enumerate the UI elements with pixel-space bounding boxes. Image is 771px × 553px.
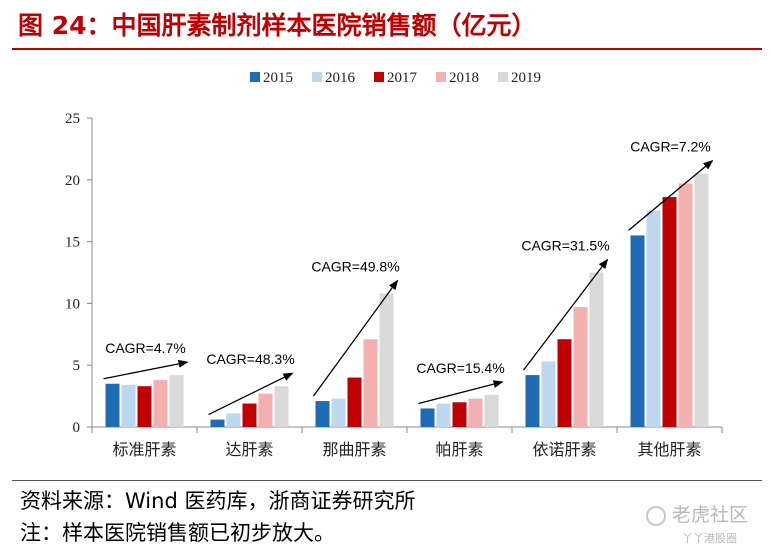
bar: [347, 377, 362, 427]
bar: [379, 293, 394, 427]
bar: [315, 401, 330, 427]
legend-swatch: [498, 72, 508, 82]
chart-axes: 0 5 10 15 20 25 标准肝素 达肝素 那曲肝素 帕肝素 依诺肝素 其他肝素: [65, 111, 723, 459]
cagr-arrow: [418, 380, 504, 405]
bar: [210, 419, 225, 427]
footnote: 注：样本医院销售额已初步放大。: [20, 521, 335, 545]
cagr-label: CAGR=7.2%: [630, 139, 711, 155]
legend-label: 2015: [263, 70, 293, 86]
legend-swatch: [436, 72, 446, 82]
bar: [137, 386, 152, 427]
chart-legend: 2015 2016 2017 2018 2019: [250, 70, 541, 86]
cagr-label: CAGR=4.7%: [105, 340, 186, 356]
legend-label: 2019: [511, 70, 541, 86]
bar: [557, 339, 572, 427]
bar: [646, 210, 661, 427]
bar: [226, 413, 241, 427]
bar: [105, 383, 120, 427]
bar: [121, 384, 136, 427]
bar: [541, 361, 556, 427]
bar: [589, 272, 604, 427]
legend-swatch: [312, 72, 322, 82]
x-tick-label: 其他肝素: [637, 440, 701, 459]
bar-chart: 2015 2016 2017 2018 2019 0 5 10 15 20 25 标准肝素 达肝素 那曲…: [65, 70, 723, 459]
cagr-arrow: [312, 279, 399, 397]
y-tick-label: 20: [65, 173, 80, 189]
y-tick-label: 15: [65, 235, 80, 251]
x-tick-label: 达肝素: [225, 440, 273, 459]
bar: [169, 375, 184, 427]
bar: [242, 403, 257, 427]
legend-label: 2016: [325, 70, 356, 86]
y-tick-label: 25: [65, 111, 80, 127]
cagr-arrow: [208, 372, 294, 416]
bar: [662, 197, 677, 427]
bar: [468, 398, 483, 427]
bar: [258, 393, 273, 427]
bar: [525, 375, 540, 427]
chart-title: 图 24：中国肝素制剂样本医院销售额（亿元）: [18, 11, 537, 40]
watermark-sub: 丫丫港股圈: [682, 532, 737, 545]
legend-swatch: [374, 72, 384, 82]
bar: [274, 386, 289, 427]
cagr-arrow: [522, 258, 609, 371]
chart-bars: [105, 173, 709, 427]
title-divider: [12, 48, 762, 50]
bar: [694, 173, 709, 427]
legend-label: 2017: [387, 70, 418, 86]
bar: [436, 403, 451, 427]
cagr-arrow: [628, 159, 714, 231]
y-tick-label: 0: [73, 420, 81, 436]
bar: [420, 408, 435, 427]
x-tick-label: 依诺肝素: [532, 440, 596, 459]
y-tick-label: 5: [73, 358, 81, 374]
bar: [331, 398, 346, 427]
bar: [452, 402, 467, 427]
bar: [484, 394, 499, 427]
bar: [573, 307, 588, 427]
cagr-arrow: [103, 359, 189, 380]
watermark: 老虎社区: [646, 500, 748, 527]
bar: [678, 183, 693, 427]
source-note: 资料来源：Wind 医药库，浙商证券研究所: [20, 489, 416, 513]
legend-label: 2018: [449, 70, 479, 86]
cagr-label: CAGR=48.3%: [206, 351, 294, 367]
cagr-label: CAGR=49.8%: [311, 259, 399, 275]
chart-annotations: CAGR=4.7% CAGR=48.3% CAGR=49.8% CAGR=15.4% C…: [103, 139, 714, 416]
bar: [363, 339, 378, 427]
watermark-text: 老虎社区: [672, 504, 749, 526]
footer-divider: [12, 480, 762, 481]
y-tick-label: 10: [65, 296, 80, 312]
cagr-label: CAGR=15.4%: [416, 360, 504, 376]
bar: [630, 235, 645, 427]
x-tick-label: 那曲肝素: [322, 440, 386, 459]
x-tick-label: 帕肝素: [435, 440, 483, 459]
bar: [153, 380, 168, 427]
x-tick-label: 标准肝素: [112, 440, 176, 459]
legend-swatch: [250, 72, 260, 82]
community-logo-icon: [646, 505, 666, 526]
cagr-label: CAGR=31.5%: [521, 238, 609, 254]
